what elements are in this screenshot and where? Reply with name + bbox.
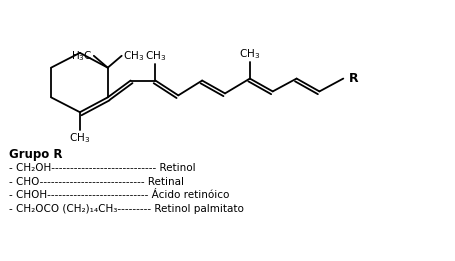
Text: CH$_3$: CH$_3$	[145, 49, 166, 63]
Text: - CHOH--------------------------- Ácido retinóico: - CHOH--------------------------- Ácido …	[9, 190, 229, 200]
Text: Grupo R: Grupo R	[9, 148, 63, 161]
Text: CH$_3$: CH$_3$	[239, 47, 260, 61]
Text: - CH₂OCO (CH₂)₁₄CH₃--------- Retinol palmitato: - CH₂OCO (CH₂)₁₄CH₃--------- Retinol pal…	[9, 204, 244, 214]
Text: $\mathbf{R}$: $\mathbf{R}$	[348, 72, 359, 85]
Text: CH$_3$: CH$_3$	[122, 49, 143, 63]
Text: - CH₂OH---------------------------- Retinol: - CH₂OH---------------------------- Reti…	[9, 163, 196, 173]
Text: H$_3$C: H$_3$C	[71, 49, 93, 63]
Text: - CHO---------------------------- Retinal: - CHO---------------------------- Retina…	[9, 176, 184, 187]
Text: CH$_3$: CH$_3$	[69, 131, 90, 145]
